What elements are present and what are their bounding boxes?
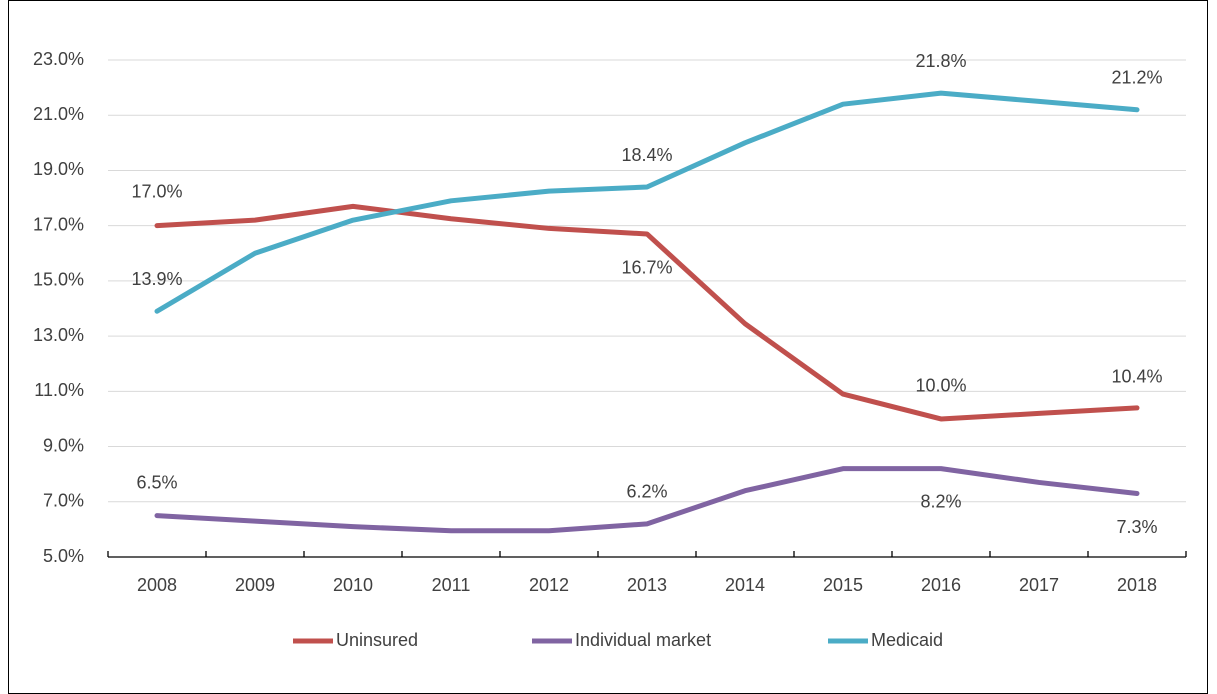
x-tick-label: 2013 <box>627 575 667 595</box>
x-tick-label: 2017 <box>1019 575 1059 595</box>
y-tick-label: 9.0% <box>43 435 84 455</box>
legend-label: Uninsured <box>336 630 418 650</box>
y-tick-label: 19.0% <box>33 159 84 179</box>
data-label: 6.5% <box>136 472 177 492</box>
data-label: 10.4% <box>1111 367 1162 387</box>
series-line <box>154 203 1140 422</box>
x-tick-label: 2008 <box>137 575 177 595</box>
y-tick-label: 17.0% <box>33 214 84 234</box>
data-label: 21.2% <box>1111 67 1162 87</box>
data-label: 13.9% <box>131 269 182 289</box>
y-tick-label: 7.0% <box>43 491 84 511</box>
x-tick-label: 2009 <box>235 575 275 595</box>
x-tick-label: 2016 <box>921 575 961 595</box>
data-label: 18.4% <box>621 145 672 165</box>
y-tick-label: 5.0% <box>43 546 84 566</box>
data-label: 10.0% <box>915 376 966 396</box>
y-tick-label: 15.0% <box>33 270 84 290</box>
series-line <box>154 466 1140 534</box>
x-tick-label: 2015 <box>823 575 863 595</box>
data-label: 16.7% <box>621 258 672 278</box>
x-tick-label: 2011 <box>432 575 471 595</box>
series-line <box>154 90 1140 314</box>
x-tick-label: 2014 <box>725 575 765 595</box>
legend-label: Medicaid <box>871 630 943 650</box>
x-tick-label: 2012 <box>529 575 569 595</box>
y-tick-label: 23.0% <box>33 49 84 69</box>
x-tick-label: 2010 <box>333 575 373 595</box>
x-tick-label: 2018 <box>1117 575 1157 595</box>
legend-label: Individual market <box>575 630 711 650</box>
data-label: 17.0% <box>131 181 182 201</box>
data-label: 7.3% <box>1116 517 1157 537</box>
y-tick-label: 11.0% <box>34 380 84 400</box>
data-label: 21.8% <box>915 51 966 71</box>
data-label: 6.2% <box>626 482 667 502</box>
y-tick-label: 13.0% <box>33 325 84 345</box>
data-label: 8.2% <box>920 491 961 511</box>
y-tick-label: 21.0% <box>33 104 84 124</box>
